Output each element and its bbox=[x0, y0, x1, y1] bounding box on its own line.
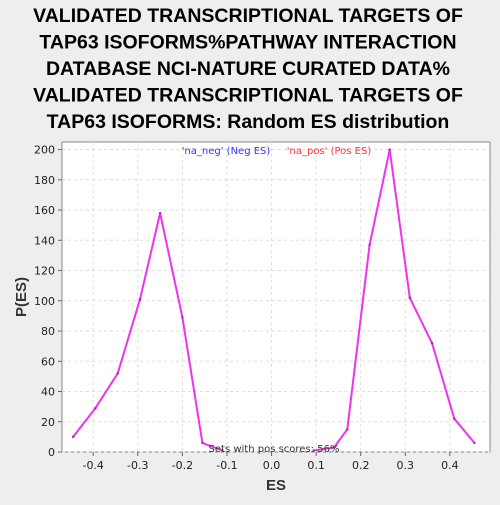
x-axis-label: ES bbox=[266, 477, 286, 494]
title-line: VALIDATED TRANSCRIPTIONAL TARGETS OF bbox=[33, 85, 463, 107]
x-tick-label: 0.2 bbox=[352, 459, 370, 472]
data-point bbox=[71, 435, 75, 439]
data-point bbox=[453, 417, 456, 420]
annotation-text: Sets with pos scores: 56% bbox=[209, 444, 340, 455]
x-tick-label: -0.1 bbox=[216, 459, 237, 472]
data-point bbox=[473, 441, 476, 445]
data-point bbox=[388, 148, 391, 151]
data-point bbox=[94, 406, 97, 410]
data-point bbox=[368, 243, 371, 247]
data-point bbox=[408, 296, 411, 299]
legend: 'na_neg' (Neg ES) 'na_pos' (Pos ES) bbox=[182, 146, 372, 157]
legend-entry: 'na_neg' (Neg ES) bbox=[182, 146, 271, 157]
data-point bbox=[312, 449, 316, 452]
legend-entry: 'na_pos' (Pos ES) bbox=[287, 146, 372, 157]
data-point bbox=[221, 449, 224, 452]
y-axis-label: P(ES) bbox=[13, 277, 30, 317]
y-tick-label: 80 bbox=[41, 325, 55, 338]
y-tick-label: 0 bbox=[48, 446, 55, 459]
y-tick-label: 20 bbox=[41, 416, 55, 429]
axis-ticks: -0.4 -0.3 -0.2 -0.1 0.0 0.1 0.2 0.3 0.4 0 20 40 60 80… bbox=[34, 144, 459, 472]
title-line: VALIDATED TRANSCRIPTIONAL TARGETS OF bbox=[33, 5, 463, 27]
data-point bbox=[332, 446, 336, 449]
y-tick-label: 140 bbox=[34, 234, 55, 247]
data-point bbox=[158, 211, 162, 215]
data-point bbox=[346, 428, 349, 431]
grid-lines bbox=[62, 142, 490, 453]
y-tick-label: 160 bbox=[34, 204, 55, 217]
x-tick-label: 0.1 bbox=[307, 459, 325, 472]
data-point bbox=[116, 372, 119, 375]
data-point bbox=[138, 298, 142, 301]
x-tick-label: 0.3 bbox=[397, 459, 415, 472]
data-point bbox=[201, 441, 204, 445]
y-tick-label: 200 bbox=[34, 144, 55, 157]
title-line: TAP63 ISOFORMS%PATHWAY INTERACTION bbox=[39, 32, 456, 54]
title-line: DATABASE NCI-NATURE CURATED DATA% bbox=[46, 58, 450, 80]
data-point bbox=[430, 341, 434, 345]
x-tick-label: 0.0 bbox=[263, 459, 281, 472]
y-tick-label: 180 bbox=[34, 174, 55, 187]
y-tick-label: 40 bbox=[41, 386, 55, 399]
y-tick-label: 100 bbox=[34, 295, 55, 308]
series-lines bbox=[71, 148, 476, 452]
y-tick-label: 60 bbox=[41, 355, 55, 368]
x-tick-label: 0.4 bbox=[441, 459, 459, 472]
title-line: TAP63 ISOFORMS: Random ES distribution bbox=[47, 111, 450, 133]
data-point bbox=[181, 316, 184, 319]
series-line-na_neg bbox=[72, 212, 223, 452]
x-tick-label: -0.2 bbox=[172, 459, 193, 472]
chart-title: VALIDATED TRANSCRIPTIONAL TARGETS OF TAP6… bbox=[33, 5, 463, 133]
plot-area bbox=[61, 141, 491, 453]
x-tick-label: -0.4 bbox=[82, 459, 103, 472]
y-tick-label: 120 bbox=[34, 265, 55, 278]
x-tick-label: -0.3 bbox=[127, 459, 148, 472]
